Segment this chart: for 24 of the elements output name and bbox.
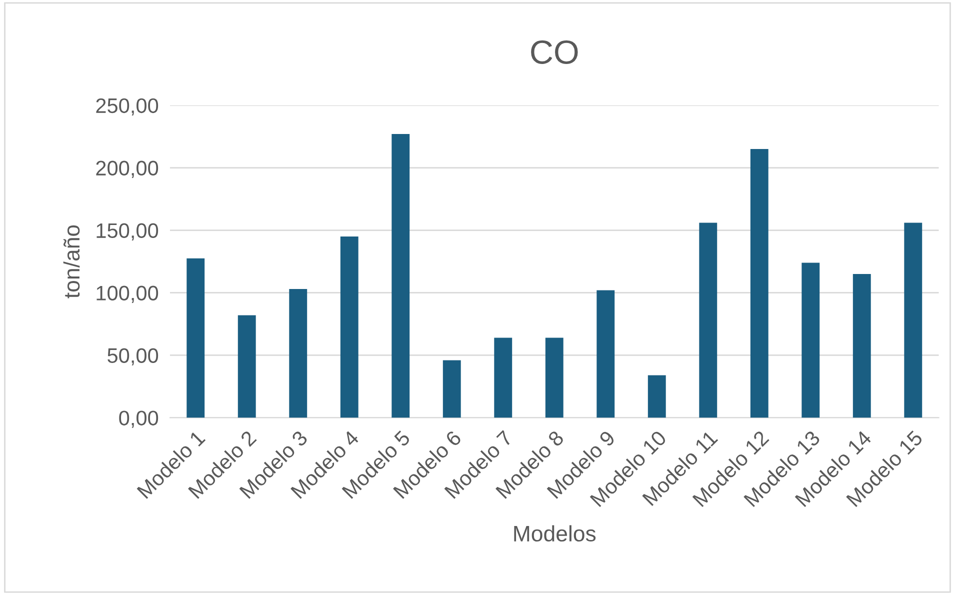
bar — [238, 315, 256, 418]
bar — [699, 222, 718, 418]
y-tick-label: 150,00 — [96, 223, 158, 240]
bar — [750, 149, 768, 418]
chart-title: CO — [531, 40, 578, 64]
bar — [545, 338, 564, 418]
y-tick-label: 0,00 — [119, 410, 158, 428]
y-axis-title: ton/año — [63, 225, 80, 298]
bar — [442, 360, 461, 418]
bar — [596, 290, 615, 418]
y-tick-label: 100,00 — [96, 286, 158, 303]
bar — [392, 134, 410, 418]
y-tick-label: 250,00 — [96, 98, 158, 116]
bar — [340, 236, 358, 418]
bar — [648, 375, 666, 418]
bar — [802, 262, 820, 418]
bar — [904, 222, 922, 418]
bar — [186, 258, 205, 418]
bar — [494, 338, 512, 418]
y-tick-label: 200,00 — [96, 160, 158, 178]
y-tick-label: 50,00 — [108, 348, 158, 366]
bar — [289, 288, 308, 418]
x-axis-title: Modelos — [514, 525, 596, 542]
bar — [852, 274, 871, 418]
